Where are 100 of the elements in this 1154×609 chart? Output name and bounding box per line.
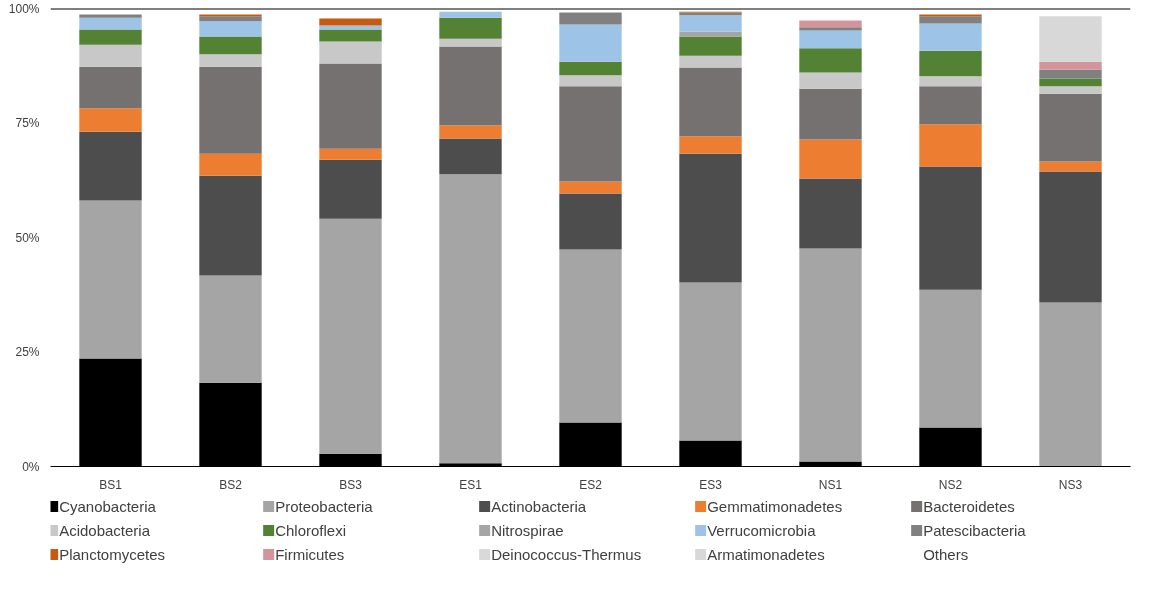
bar: [679, 153, 742, 283]
bar: [799, 30, 862, 49]
bar: [79, 131, 142, 201]
bar: [559, 12, 622, 25]
bar: [319, 25, 382, 30]
bar: [319, 159, 382, 219]
bar: [1039, 78, 1102, 87]
bar: [919, 76, 982, 87]
legend-label: Actinobacteria: [491, 498, 587, 515]
bar: [799, 48, 862, 73]
bar: [199, 21, 262, 37]
x-tick-label: NS1: [818, 477, 843, 492]
legend-label: Bacteroidetes: [923, 498, 1015, 515]
bar: [1039, 93, 1102, 162]
x-tick-label: ES2: [579, 477, 603, 492]
bar: [559, 75, 622, 87]
bar: [319, 29, 382, 42]
bar: [559, 181, 622, 194]
bar: [199, 275, 262, 383]
bar: [1039, 61, 1102, 70]
bar: [799, 248, 862, 462]
bar: [439, 46, 502, 126]
bar: [799, 20, 862, 28]
bar: [679, 282, 742, 441]
legend-label: Firmicutes: [275, 546, 345, 563]
legend-label: Acidobacteria: [59, 522, 151, 539]
bar: [199, 16, 262, 22]
bar: [919, 86, 982, 125]
bar: [679, 55, 742, 68]
y-tick-label: 50%: [15, 230, 40, 245]
x-tick-label: BS1: [99, 477, 123, 492]
bar: [319, 148, 382, 160]
legend-label: Gemmatimonadetes: [707, 498, 843, 515]
x-tick-label: BS3: [339, 477, 363, 492]
legend-label: Deinococcus-Thermus: [491, 546, 642, 563]
bar: [319, 63, 382, 149]
bar: [799, 88, 862, 140]
bar: [1039, 86, 1102, 94]
y-tick-label: 75%: [15, 116, 40, 130]
bar: [679, 15, 742, 32]
bar: [559, 86, 622, 182]
bar: [559, 193, 622, 250]
bar: [79, 66, 142, 109]
bar: [1039, 161, 1102, 172]
bar: [79, 108, 142, 132]
bar: [319, 218, 382, 454]
bar: [439, 125, 502, 139]
bar: [439, 138, 502, 175]
bar: [919, 166, 982, 290]
legend-label: Patescibacteria: [923, 522, 1027, 539]
legend-label: Cyanobacteria: [59, 498, 157, 515]
bar: [199, 36, 262, 55]
y-tick-label: 100%: [8, 1, 40, 16]
bar: [1039, 16, 1102, 62]
y-tick-label: 25%: [15, 345, 40, 359]
bar: [799, 27, 862, 31]
bar: [679, 36, 742, 56]
bar: [559, 24, 622, 62]
bar: [79, 29, 142, 45]
bar: [79, 17, 142, 30]
x-tick-label: ES1: [459, 477, 483, 492]
bar: [919, 16, 982, 24]
bar: [1039, 171, 1102, 303]
bar: [799, 139, 862, 179]
x-tick-label: NS3: [1058, 477, 1083, 492]
bar: [559, 61, 622, 76]
bar: [1039, 302, 1102, 467]
bar: [919, 50, 982, 77]
bar: [919, 23, 982, 51]
bar: [439, 38, 502, 47]
legend-label: Armatimonadetes: [707, 546, 825, 563]
bar: [79, 14, 142, 18]
bar: [679, 136, 742, 154]
bar: [919, 289, 982, 428]
text: Others: [923, 546, 969, 563]
y-tick-label: 0%: [22, 459, 40, 474]
bar: [559, 249, 622, 423]
legend-label: Planctomycetes: [59, 546, 166, 563]
bar: [919, 124, 982, 167]
bar: [1039, 69, 1102, 79]
x-tick-label: BS2: [219, 477, 243, 492]
x-tick-label: NS2: [938, 477, 963, 492]
bar: [199, 153, 262, 176]
bar: [799, 72, 862, 89]
bar: [199, 175, 262, 276]
bar: [439, 174, 502, 464]
legend-label: Proteobacteria: [275, 498, 374, 515]
bar: [199, 66, 262, 154]
bar: [679, 31, 742, 37]
legend-label: Verrucomicrobia: [707, 522, 817, 539]
bar: [799, 178, 862, 249]
bar: [439, 11, 502, 18]
legend-label: Nitrospirae: [491, 522, 564, 539]
bar: [319, 41, 382, 64]
bar: [439, 17, 502, 39]
bar: [79, 200, 142, 359]
bar: [199, 54, 262, 67]
bar: [679, 67, 742, 137]
legend-label: Chloroflexi: [275, 522, 347, 539]
bar: [79, 44, 142, 67]
